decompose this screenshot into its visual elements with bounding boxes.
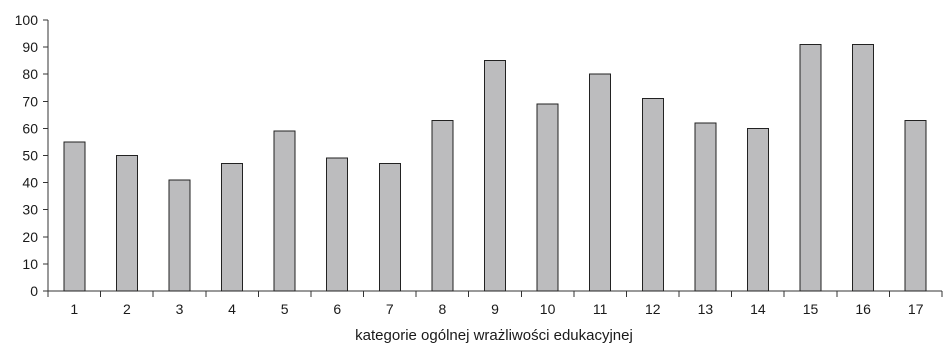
x-tick-label: 3: [176, 301, 184, 317]
y-tick-label: 70: [22, 93, 38, 109]
x-tick-label: 14: [750, 301, 766, 317]
y-tick-label: 40: [22, 175, 38, 191]
bar-7: [378, 163, 401, 292]
bar-17: [904, 119, 927, 292]
bar-3: [168, 179, 191, 292]
x-tick-label: 4: [228, 301, 236, 317]
y-tick-label: 50: [22, 148, 38, 164]
y-axis: 0 10 20 30 40 50 60 70 80 90 100: [15, 12, 49, 299]
y-tick-label: 60: [22, 120, 38, 136]
bar-11: [589, 73, 612, 292]
y-tick-label: 90: [22, 39, 38, 55]
x-tick-label: 2: [123, 301, 131, 317]
x-tick-label: 17: [908, 301, 924, 317]
x-tick-label: 12: [645, 301, 661, 317]
x-tick-label: 7: [386, 301, 394, 317]
y-tick-label: 0: [30, 283, 38, 299]
bar-4: [221, 163, 244, 292]
x-axis: 1 2 3 4 5 6 7 8 9 10 11 12 13 14 15 16 17: [47, 290, 943, 317]
x-tick-label: 8: [439, 301, 447, 317]
bars: [63, 43, 927, 292]
x-tick-label: 11: [593, 301, 608, 317]
bar-13: [694, 122, 717, 292]
y-tick-label: 30: [22, 202, 38, 218]
bar-15: [799, 43, 822, 292]
x-tick-label: 16: [855, 301, 871, 317]
x-axis-title: kategorie ogólnej wrażliwości edukacyjne…: [355, 327, 633, 344]
y-tick-label: 10: [22, 256, 38, 272]
x-tick-label: 15: [803, 301, 819, 317]
bar-16: [852, 43, 875, 292]
x-tick-label: 10: [540, 301, 556, 317]
bar-10: [536, 103, 559, 292]
y-tick-label: 100: [15, 12, 39, 28]
bar-8: [431, 119, 454, 292]
bar-14: [746, 127, 769, 292]
x-tick-label: 1: [70, 301, 78, 317]
bar-9: [484, 60, 506, 292]
x-tick-label: 13: [698, 301, 714, 317]
x-tick-label: 9: [491, 301, 499, 317]
y-tick-label: 20: [22, 229, 38, 245]
bar-6: [326, 157, 349, 292]
bar-12: [641, 98, 664, 292]
x-tick-label: 6: [333, 301, 341, 317]
bar-5: [273, 130, 296, 292]
x-tick-label: 5: [281, 301, 289, 317]
bar-1: [63, 141, 86, 292]
bar-2: [115, 155, 138, 292]
y-tick-label: 80: [22, 66, 38, 82]
